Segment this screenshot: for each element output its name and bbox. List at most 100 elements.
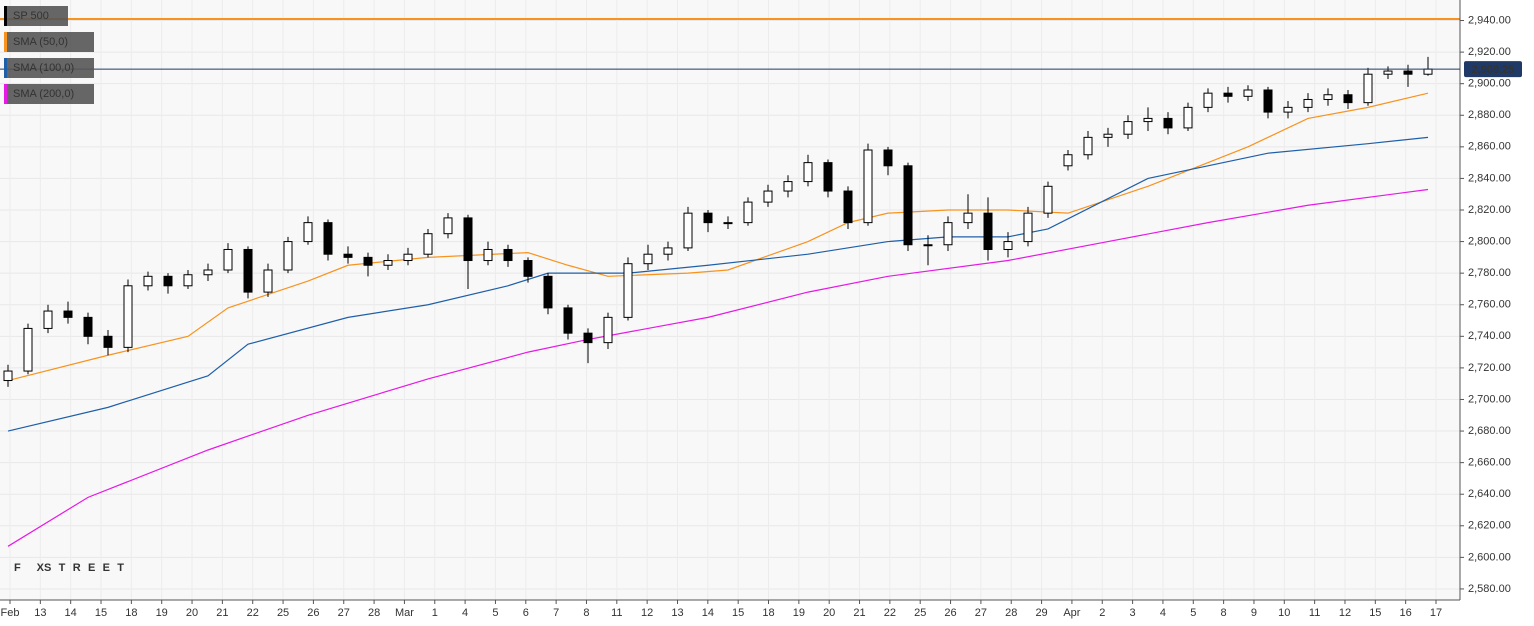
candle-body [1203,92,1213,108]
candle-body [1423,68,1433,75]
sma-line [7,188,1429,547]
x-tick-label: 18 [762,607,774,619]
legend-label: SP 500 [13,10,49,22]
candle-body [903,165,913,246]
candle-body [1323,94,1333,100]
x-tick-label: 10 [1278,607,1290,619]
y-tick-label: 2,660.00 [1468,457,1511,469]
candle-body [1383,70,1393,75]
x-tick-label: 5 [1190,607,1196,619]
x-tick-label: 22 [884,607,896,619]
x-tick-label: 28 [1005,607,1017,619]
y-tick-label: 2,600.00 [1468,551,1511,563]
y-tick-label: 2,860.00 [1468,141,1511,153]
candle-body [1183,106,1193,129]
candle-body [563,307,573,334]
candle-body [203,269,213,276]
x-tick-label: 8 [1221,607,1227,619]
legend-label: SMA (200,0) [13,88,74,100]
x-tick-label: 1 [432,607,438,619]
x-tick-label: 6 [523,607,529,619]
candle-body [583,332,593,344]
candle-body [363,256,373,266]
y-tick-label: 2,840.00 [1468,172,1511,184]
candle-body [403,253,413,262]
x-tick-label: 13 [671,607,683,619]
candle-body [1063,154,1073,167]
x-tick-label: 21 [216,607,228,619]
candle-body [343,253,353,258]
x-tick-label: 14 [65,607,77,619]
candle-body [823,162,833,192]
x-tick-label: 18 [125,607,137,619]
x-tick-label: 25 [914,607,926,619]
x-tick-label: 15 [95,607,107,619]
legend-swatch [4,58,7,78]
candle-body [923,244,933,247]
candle-body [1243,89,1253,97]
marks [0,17,1460,547]
candle-body [83,316,93,337]
candle-body [803,162,813,183]
y-tick-label: 2,760.00 [1468,299,1511,311]
candle-body [1343,94,1353,104]
legend-swatch [4,6,7,26]
y-tick-label: 2,740.00 [1468,330,1511,342]
x-tick-label: 17 [1430,607,1442,619]
x-tick-label: 22 [247,607,259,619]
candle-body [43,310,53,329]
x-tick-label: 15 [1369,607,1381,619]
legend-label: SMA (100,0) [13,62,74,74]
x-tick-label: 15 [732,607,744,619]
y-tick-label: 2,900.00 [1468,78,1511,90]
candle-body [1003,241,1013,250]
x-tick-label: Mar [395,607,414,619]
x-tick-label: 25 [277,607,289,619]
x-tick-label: 19 [793,607,805,619]
price-tag [1464,61,1522,78]
candle-body [663,247,673,255]
candle-body [1223,92,1233,97]
candle-body [483,248,493,262]
y-tick-label: 2,680.00 [1468,425,1511,437]
candle-body [23,327,33,372]
candle-body [603,316,613,344]
x-tick-label: 20 [186,607,198,619]
candle-body [263,269,273,293]
candle-body [1103,133,1113,138]
x-tick-label: 21 [853,607,865,619]
x-tick-label: 4 [462,607,468,619]
candle-body [1023,212,1033,243]
candle-body [1303,98,1313,108]
x-tick-label: 27 [338,607,350,619]
x-tick-label: 11 [1309,607,1320,619]
y-tick-label: 2,920.00 [1468,46,1511,58]
x-tick-label: 7 [553,607,559,619]
x-tick-label: 2 [1099,607,1105,619]
candle-body [1163,117,1173,129]
x-tick-label: 12 [1339,607,1351,619]
y-tick-label: 2,780.00 [1468,267,1511,279]
y-tick-label: 2,800.00 [1468,235,1511,247]
sma-line [7,92,1429,382]
candle-body [523,260,533,277]
candle-body [963,212,973,224]
x-tick-label: 12 [641,607,653,619]
y-tick-label: 2,580.00 [1468,583,1511,595]
x-tick-label: 5 [492,607,498,619]
candle-body [783,181,793,192]
legend-swatch [4,84,7,104]
candle-body [163,275,173,287]
y-tick-label: 2,720.00 [1468,362,1511,374]
candle-body [763,190,773,203]
candle-body [3,370,13,382]
candle-body [723,222,733,225]
candle-body [943,222,953,246]
legend-swatch [4,32,7,52]
x-tick-label: 14 [702,607,714,619]
candle-body [323,222,333,255]
candle-body [383,260,393,266]
candle-body [423,233,433,255]
